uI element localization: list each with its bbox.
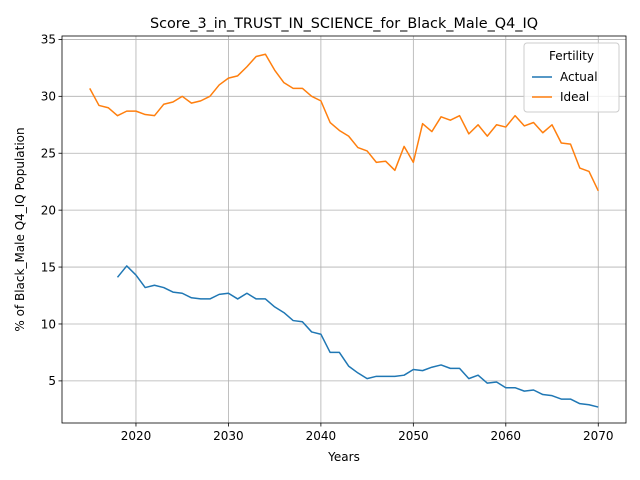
y-tick-label: 20	[41, 203, 56, 217]
legend: Fertility Actual Ideal	[523, 42, 620, 113]
y-axis-label: % of Black_Male Q4_IQ Population	[13, 127, 27, 331]
legend-title: Fertility	[549, 49, 594, 63]
chart-title: Score_3_in_TRUST_IN_SCIENCE_for_Black_Ma…	[150, 16, 538, 32]
legend-label-ideal: Ideal	[560, 90, 589, 104]
y-tick-label: 25	[41, 147, 56, 161]
series-lines	[89, 53, 599, 408]
x-tick-label: 2020	[121, 429, 152, 443]
x-tick-label: 2030	[213, 429, 244, 443]
y-tick-label: 35	[41, 33, 56, 47]
x-tick-label: 2040	[306, 429, 337, 443]
x-tick-label: 2060	[491, 429, 522, 443]
axis-ticks: 2020 2030 2040 2050 2060 2070 5 10 15 20 25 30 35	[41, 33, 614, 443]
y-tick-label: 30	[41, 90, 56, 104]
x-axis-label: Years	[327, 450, 360, 464]
x-tick-label: 2070	[583, 429, 614, 443]
legend-box	[523, 42, 620, 113]
series-line-actual	[116, 265, 599, 408]
y-tick-label: 10	[41, 317, 56, 331]
x-tick-label: 2050	[398, 429, 429, 443]
series-line-ideal	[89, 53, 599, 192]
legend-label-actual: Actual	[560, 70, 598, 84]
y-tick-label: 5	[48, 374, 56, 388]
plot-frame	[61, 35, 627, 424]
y-tick-label: 15	[41, 260, 56, 274]
